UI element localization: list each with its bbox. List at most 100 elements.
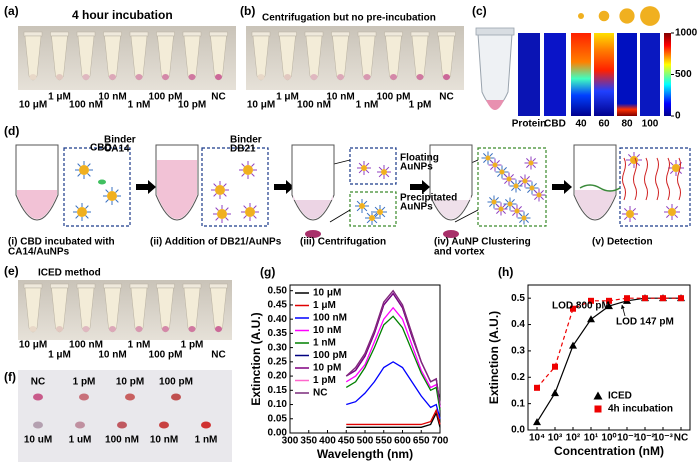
aunp: [491, 199, 497, 205]
colorbar-tick-label: 1000: [675, 28, 698, 39]
tube-icon-liquid: [486, 100, 504, 110]
aunp-size: [619, 8, 635, 24]
binder: [674, 205, 679, 210]
tube-cap: [182, 31, 202, 37]
y-tick-label: 0.35: [268, 328, 288, 339]
tube-tip: [188, 326, 196, 332]
binder: [243, 215, 247, 219]
binder: [512, 206, 516, 210]
panel-title: Centrifugation but no pre-incubation: [262, 13, 436, 24]
binder: [503, 167, 507, 171]
tube-tip: [108, 326, 117, 332]
column-label: 80: [621, 119, 633, 130]
tube-tip: [283, 74, 292, 80]
x-tick-label: 10⁻¹: [617, 433, 637, 444]
diagram-arrowheads: [148, 180, 572, 194]
marker-triangle: [533, 418, 541, 426]
spot-label: 1 uM: [69, 435, 92, 446]
binder: [363, 207, 368, 212]
y-tick-label: 0.2: [511, 372, 525, 383]
aunp: [381, 169, 387, 175]
binder: [489, 203, 493, 207]
aunp: [361, 165, 367, 171]
aunp: [377, 209, 383, 215]
tube-cap: [129, 283, 149, 289]
binder: [532, 164, 536, 168]
aunp: [529, 185, 535, 191]
diagram-label: CA14: [104, 144, 130, 155]
heatmap-column: [571, 33, 591, 116]
panel-label: (g): [260, 265, 275, 279]
tube-label: 10 nM: [98, 92, 126, 103]
tube-cap: [251, 31, 271, 37]
aunp-size: [598, 10, 610, 22]
marker-square: [642, 295, 648, 302]
binder: [502, 210, 506, 214]
spectrum-line: [346, 411, 441, 428]
binder: [510, 174, 514, 178]
marker-square: [660, 295, 666, 302]
diagram-label: CBD: [90, 143, 112, 154]
tube-label: 10 μM: [247, 100, 275, 111]
tube-tip: [135, 326, 143, 332]
x-tick-label: 300: [282, 436, 299, 447]
binder: [512, 212, 516, 216]
x-tick-label: 350: [300, 436, 317, 447]
binder: [505, 199, 509, 203]
binder: [366, 212, 371, 217]
aunp: [672, 164, 680, 172]
binder: [385, 173, 390, 178]
pellet: [443, 230, 459, 238]
binder: [511, 187, 515, 191]
binder: [223, 183, 227, 187]
binder: [358, 169, 363, 174]
binder: [632, 216, 637, 221]
binder: [517, 187, 521, 191]
marker-triangle: [569, 341, 577, 349]
tube-label: 10 μM: [19, 340, 47, 351]
binder: [363, 200, 368, 205]
aunp: [79, 165, 89, 175]
tube-tip: [188, 74, 196, 80]
tube-cap: [103, 283, 122, 289]
binder: [374, 206, 379, 211]
aunp: [215, 185, 225, 195]
tube-cap: [50, 31, 69, 37]
binder: [378, 173, 383, 178]
aunp: [217, 209, 227, 219]
tube-cap: [76, 31, 96, 37]
legend-label: NC: [313, 388, 327, 399]
spectrum-line: [345, 292, 441, 405]
tube-cap: [209, 31, 228, 37]
binder: [490, 166, 494, 170]
binder: [540, 190, 544, 194]
panel-title: ICED method: [38, 268, 101, 279]
binder: [511, 199, 515, 203]
aunp: [77, 207, 87, 217]
binder: [504, 174, 508, 178]
diagram-label: Precipitated: [400, 193, 457, 204]
panel-label: (b): [240, 4, 255, 18]
diagram-label: Binder: [230, 135, 262, 146]
y-tick-label: 0.0: [511, 425, 525, 436]
tube-liquid: [157, 160, 197, 219]
binder: [85, 205, 89, 209]
aunp: [369, 215, 375, 221]
x-tick-label: 550: [375, 436, 392, 447]
tube-label: 1 μM: [48, 92, 71, 103]
spectrum-line: [345, 289, 441, 405]
tube-tip: [29, 74, 37, 80]
binder: [75, 205, 79, 209]
spot: [159, 421, 169, 429]
tube-label: 100 pM: [149, 92, 183, 103]
colorbar-tick-label: 0: [675, 111, 681, 122]
aunp: [514, 208, 520, 214]
binder: [356, 207, 361, 212]
tube-label: 1 μM: [48, 350, 71, 361]
binder: [223, 193, 227, 197]
tube-tip: [442, 74, 451, 80]
tube-cap: [50, 283, 69, 289]
binder: [636, 153, 641, 158]
annotation: LOD 800 pM: [552, 301, 610, 312]
binder: [496, 210, 500, 214]
